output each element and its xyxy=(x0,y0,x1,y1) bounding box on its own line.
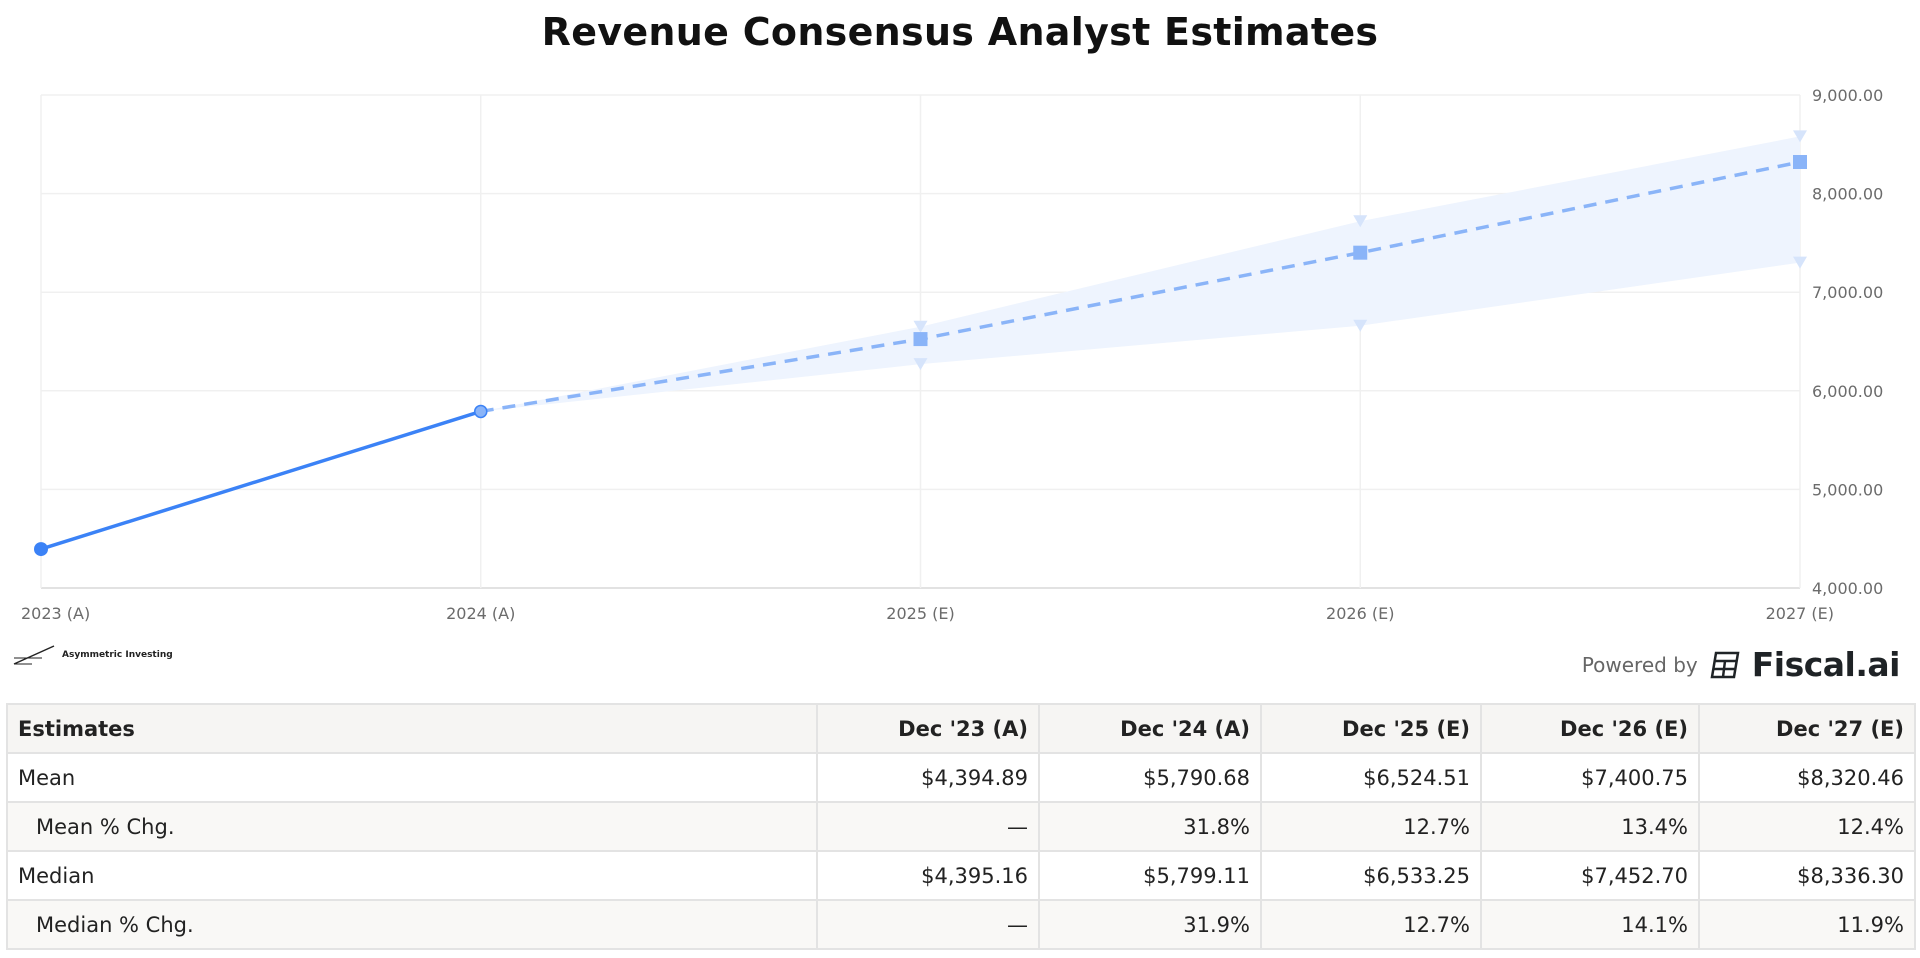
powered-by-label: Powered by xyxy=(1581,652,1698,677)
table-cell: 14.1% xyxy=(1480,899,1700,950)
header-dec-25: Dec '25 (E) xyxy=(1260,703,1482,754)
estimate-point-marker xyxy=(1353,245,1368,260)
x-tick-label: 2025 (E) xyxy=(886,604,954,623)
fiscal-logo-text: Fiscal.ai xyxy=(1751,645,1901,684)
actual-point-marker xyxy=(474,404,488,419)
y-tick-label: 6,000.00 xyxy=(1812,382,1883,401)
table-cell: — xyxy=(816,801,1040,852)
table-cell: $6,533.25 xyxy=(1260,850,1482,901)
x-tick-label: 2026 (E) xyxy=(1326,604,1394,623)
x-tick-label: 2024 (A) xyxy=(446,604,515,623)
table-cell: 11.9% xyxy=(1698,899,1916,950)
x-tick-label: 2023 (A) xyxy=(21,604,90,623)
estimate-point-marker xyxy=(1793,155,1807,170)
header-dec-26: Dec '26 (E) xyxy=(1480,703,1700,754)
table-row-median: Median $4,395.16 $5,799.11 $6,533.25 $7,… xyxy=(6,850,1916,901)
table-cell: $5,790.68 xyxy=(1038,752,1262,803)
asymmetric-logo-text: Asymmetric Investing xyxy=(62,650,173,660)
table-row-median-chg: Median % Chg. — 31.9% 12.7% 14.1% 11.9% xyxy=(6,899,1916,950)
table-cell: $5,799.11 xyxy=(1038,850,1262,901)
header-dec-27: Dec '27 (E) xyxy=(1698,703,1916,754)
table-cell: $7,400.75 xyxy=(1480,752,1700,803)
table-row-mean: Mean $4,394.89 $5,790.68 $6,524.51 $7,40… xyxy=(6,752,1916,803)
row-label: Median % Chg. xyxy=(6,899,818,950)
row-label: Median xyxy=(6,850,818,901)
asymmetric-investing-logo: Asymmetric Investing xyxy=(12,642,173,668)
table-cell: $8,320.46 xyxy=(1698,752,1916,803)
table-cell: 31.8% xyxy=(1038,801,1262,852)
table-cell: $7,452.70 xyxy=(1480,850,1700,901)
estimates-table: Estimates Dec '23 (A) Dec '24 (A) Dec '2… xyxy=(6,703,1916,950)
high-estimate-marker xyxy=(1353,215,1368,228)
table-cell: $6,524.51 xyxy=(1260,752,1482,803)
estimate-point-marker xyxy=(913,332,928,347)
header-estimates: Estimates xyxy=(6,703,818,754)
row-label: Mean % Chg. xyxy=(6,801,818,852)
estimate-mean-line xyxy=(480,160,1801,414)
table-cell: $4,394.89 xyxy=(816,752,1040,803)
y-tick-label: 4,000.00 xyxy=(1812,579,1883,598)
table-row-mean-chg: Mean % Chg. — 31.8% 12.7% 13.4% 12.4% xyxy=(6,801,1916,852)
table-cell: 31.9% xyxy=(1038,899,1262,950)
y-tick-label: 9,000.00 xyxy=(1812,86,1883,105)
low-estimate-marker xyxy=(1353,319,1368,332)
y-tick-label: 5,000.00 xyxy=(1812,480,1883,499)
row-label: Mean xyxy=(6,752,818,803)
fiscal-logo-icon xyxy=(1710,651,1740,678)
table-cell: 12.4% xyxy=(1698,801,1916,852)
high-estimate-marker xyxy=(1793,130,1807,143)
high-estimate-marker xyxy=(913,320,928,333)
actual-point-marker xyxy=(34,542,48,557)
y-tick-label: 8,000.00 xyxy=(1812,185,1883,204)
table-cell: 12.7% xyxy=(1260,801,1482,852)
y-tick-label: 7,000.00 xyxy=(1812,283,1883,302)
low-estimate-marker xyxy=(1793,256,1807,269)
estimate-range-band xyxy=(480,136,1800,412)
asymmetric-logo-icon xyxy=(13,645,55,665)
powered-by: Powered by Fiscal.ai xyxy=(1581,645,1901,684)
table-cell: 13.4% xyxy=(1480,801,1700,852)
table-cell: — xyxy=(816,899,1040,950)
revenue-chart: 4,000.00 5,000.00 6,000.00 7,000.00 8,000.00… xyxy=(21,86,1883,623)
actual-revenue-line xyxy=(40,409,482,551)
header-dec-23: Dec '23 (A) xyxy=(816,703,1040,754)
low-estimate-marker xyxy=(913,358,928,371)
table-cell: $8,336.30 xyxy=(1698,850,1916,901)
table-cell: $4,395.16 xyxy=(816,850,1040,901)
x-tick-label: 2027 (E) xyxy=(1766,604,1834,623)
header-dec-24: Dec '24 (A) xyxy=(1038,703,1262,754)
chart-title: Revenue Consensus Analyst Estimates xyxy=(541,10,1379,54)
table-header-row: Estimates Dec '23 (A) Dec '24 (A) Dec '2… xyxy=(6,703,1916,754)
table-cell: 12.7% xyxy=(1260,899,1482,950)
